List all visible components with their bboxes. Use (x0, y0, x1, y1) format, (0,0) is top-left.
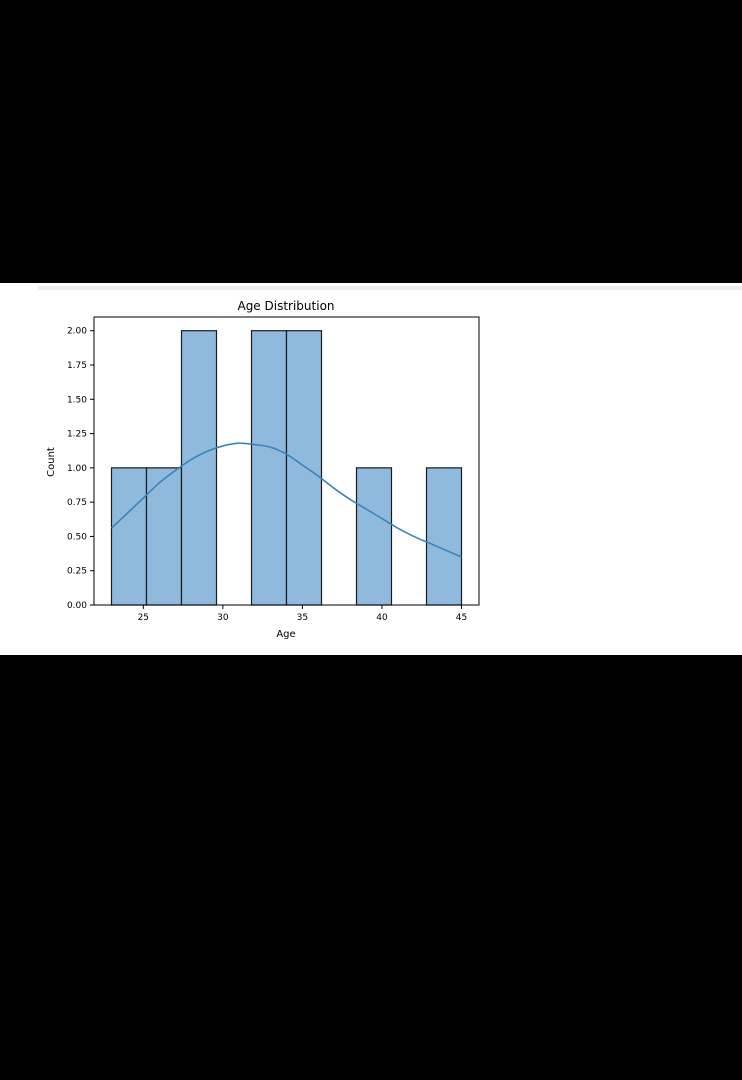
y-tick-label-4: 1.00 (67, 464, 87, 474)
histogram-bar-4 (250, 330, 288, 606)
bars-group (110, 330, 463, 606)
y-tick-label-5: 1.25 (67, 430, 87, 440)
y-tick-label-7: 1.75 (67, 361, 87, 371)
x-ticks-group: 25 30 35 40 45 (138, 605, 467, 623)
x-axis-label: Age (276, 629, 295, 640)
chart-title: Age Distribution (237, 299, 334, 313)
histogram-bar-1 (145, 467, 183, 606)
x-tick-label-2: 35 (297, 613, 308, 623)
histogram-bar-5 (285, 330, 323, 606)
y-tick-label-1: 0.25 (67, 567, 87, 577)
y-ticks-group: 0.00 0.25 0.50 0.75 1.00 1.25 1.50 1.75 2.00 (67, 327, 94, 611)
y-axis-label: Count (46, 447, 57, 477)
y-tick-label-3: 0.75 (67, 498, 87, 508)
y-tick-label-0: 0.00 (67, 601, 87, 611)
x-tick-label-0: 25 (138, 613, 149, 623)
histogram-bar-2 (180, 330, 218, 606)
x-tick-label-1: 30 (217, 613, 229, 623)
x-tick-label-3: 40 (376, 613, 388, 623)
histogram-bar-0 (110, 467, 148, 606)
histogram-bar-7 (355, 467, 393, 606)
y-tick-label-6: 1.50 (67, 395, 87, 405)
top-divider (38, 286, 742, 290)
histogram-bar-9 (425, 467, 463, 606)
y-tick-label-2: 0.50 (67, 532, 87, 542)
axes-frame (93, 316, 480, 606)
kde-curve (110, 442, 462, 558)
y-tick-label-8: 2.00 (67, 327, 87, 337)
x-tick-label-4: 45 (456, 613, 467, 623)
